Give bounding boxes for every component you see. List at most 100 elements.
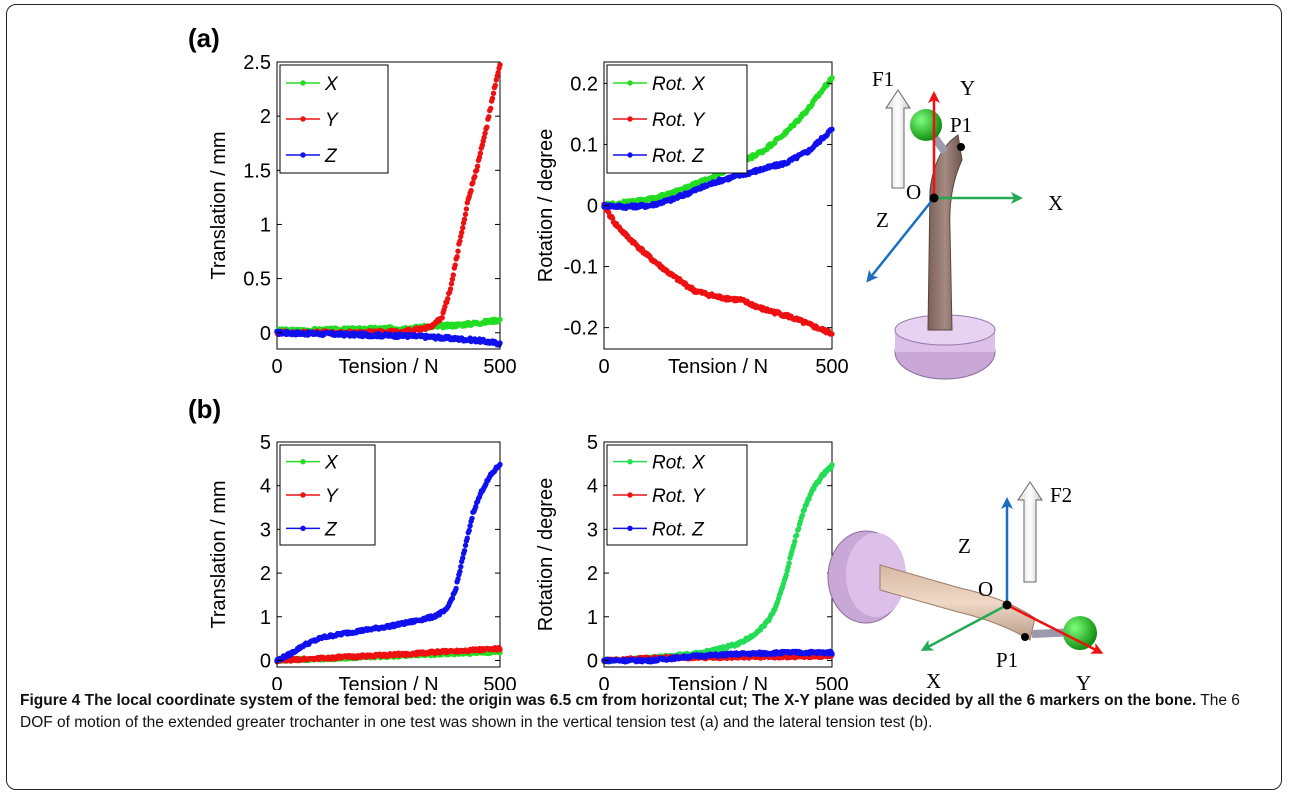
legend-entry: Z <box>324 519 338 540</box>
legend-entry: Y <box>325 486 339 507</box>
y-tick-label: -0.1 <box>564 257 598 279</box>
y-axis-label: Rotation / degree <box>535 129 557 282</box>
figure-caption: Figure 4 The local coordinate system of … <box>20 690 1270 734</box>
legend-entry: Rot. Y <box>652 110 706 131</box>
legend: XYZ <box>279 444 376 546</box>
data-point <box>795 526 802 532</box>
axis-x-b <box>920 603 1008 651</box>
series-z <box>274 461 503 664</box>
y-tick-label: 2 <box>260 563 271 585</box>
chart-a-rotation: -0.2 -0.1 0 0.1 0.2 0 500 Tension / N Rotation /… <box>535 61 849 378</box>
label-y-b: Y <box>1076 671 1091 690</box>
data-point <box>474 163 481 169</box>
base-disc-face-b <box>846 533 906 617</box>
data-point <box>439 315 445 321</box>
legend-marker <box>300 458 306 465</box>
data-point <box>457 568 463 575</box>
data-point <box>829 331 835 337</box>
data-point <box>490 90 497 97</box>
legend-marker <box>627 458 633 465</box>
sphere-a <box>910 109 942 141</box>
legend-entry: Rot. Z <box>652 519 705 540</box>
x-tick-label: 0 <box>271 356 282 378</box>
x-tick-label: 500 <box>815 674 848 690</box>
data-point <box>449 595 456 602</box>
x-tick-label: 500 <box>815 356 848 378</box>
y-tick-label: 3 <box>260 519 271 541</box>
y-tick-label: 0 <box>587 196 598 218</box>
legend-marker <box>300 525 306 532</box>
y-tick-label: 1 <box>587 607 598 629</box>
data-point <box>452 262 458 268</box>
data-point <box>458 564 464 570</box>
x-axis-label: Tension / N <box>668 356 768 378</box>
force-arrow-f1 <box>885 89 911 189</box>
label-z-a: Z <box>876 208 889 232</box>
legend-entry: X <box>324 453 339 474</box>
point-p1-b <box>1021 633 1029 641</box>
legend-entry: Rot. X <box>652 453 706 474</box>
data-point <box>829 462 835 468</box>
y-tick-label: 2 <box>587 563 598 585</box>
y-tick-label: 2.5 <box>243 52 271 74</box>
label-p1-a: P1 <box>950 113 972 137</box>
y-tick-label: 4 <box>260 476 271 498</box>
axis-z-a <box>866 197 935 283</box>
data-point <box>489 95 496 102</box>
series-rot-z <box>601 648 835 665</box>
data-point <box>461 216 468 222</box>
data-point <box>476 154 483 160</box>
data-point <box>462 211 469 217</box>
data-point <box>460 225 466 231</box>
data-point <box>462 542 469 549</box>
data-point <box>497 316 503 323</box>
force-arrow-f2 <box>1017 481 1043 583</box>
panel-label-a: (a) <box>188 23 220 53</box>
y-tick-label: -0.2 <box>564 318 598 340</box>
data-point <box>495 69 501 76</box>
data-point <box>829 651 835 657</box>
label-origin-b: O <box>978 577 993 601</box>
label-y-a: Y <box>960 76 975 100</box>
data-point <box>467 523 473 529</box>
origin-a <box>929 193 939 203</box>
data-point <box>460 555 466 561</box>
x-tick-label: 500 <box>483 674 516 690</box>
data-point <box>448 281 455 287</box>
legend-marker <box>627 492 633 498</box>
legend-entry: X <box>324 74 339 95</box>
data-point <box>454 254 460 260</box>
series-rot-z <box>601 126 835 212</box>
data-point <box>470 179 476 186</box>
label-f2: F2 <box>1050 483 1072 507</box>
y-tick-label: 0.5 <box>243 269 271 291</box>
label-p1-b: P1 <box>996 648 1018 672</box>
chart-b-translation: 0 1 2 3 4 5 0 500 Tension / N Translation / mm XYZ <box>208 432 517 690</box>
x-axis-label: Tension / N <box>338 356 438 378</box>
data-point <box>481 134 487 141</box>
data-point <box>457 238 463 244</box>
plot-area <box>603 441 833 668</box>
y-tick-label: 1 <box>260 214 271 236</box>
data-point <box>445 296 451 302</box>
y-tick-label: 4 <box>587 476 598 498</box>
y-tick-label: 0 <box>260 323 271 345</box>
data-point <box>492 82 498 89</box>
legend-entry: Rot. X <box>652 74 706 95</box>
label-z-b: Z <box>958 534 971 558</box>
legend-entry: Rot. Z <box>652 146 705 167</box>
data-point <box>469 515 475 522</box>
panel-label-b: (b) <box>188 394 221 424</box>
diagram-b: P1 Z Y X O F2 <box>827 481 1104 690</box>
legend-marker <box>627 525 633 532</box>
data-point <box>486 114 492 120</box>
data-point <box>473 504 479 510</box>
y-tick-label: 5 <box>587 432 598 454</box>
caption-title: Figure 4 <box>20 692 81 709</box>
y-tick-label: 2 <box>260 106 271 128</box>
data-point <box>459 229 465 236</box>
y-axis-label: Rotation / degree <box>535 478 557 631</box>
x-tick-label: 500 <box>483 356 516 378</box>
data-point <box>442 303 448 310</box>
legend-entry: Y <box>325 110 339 131</box>
